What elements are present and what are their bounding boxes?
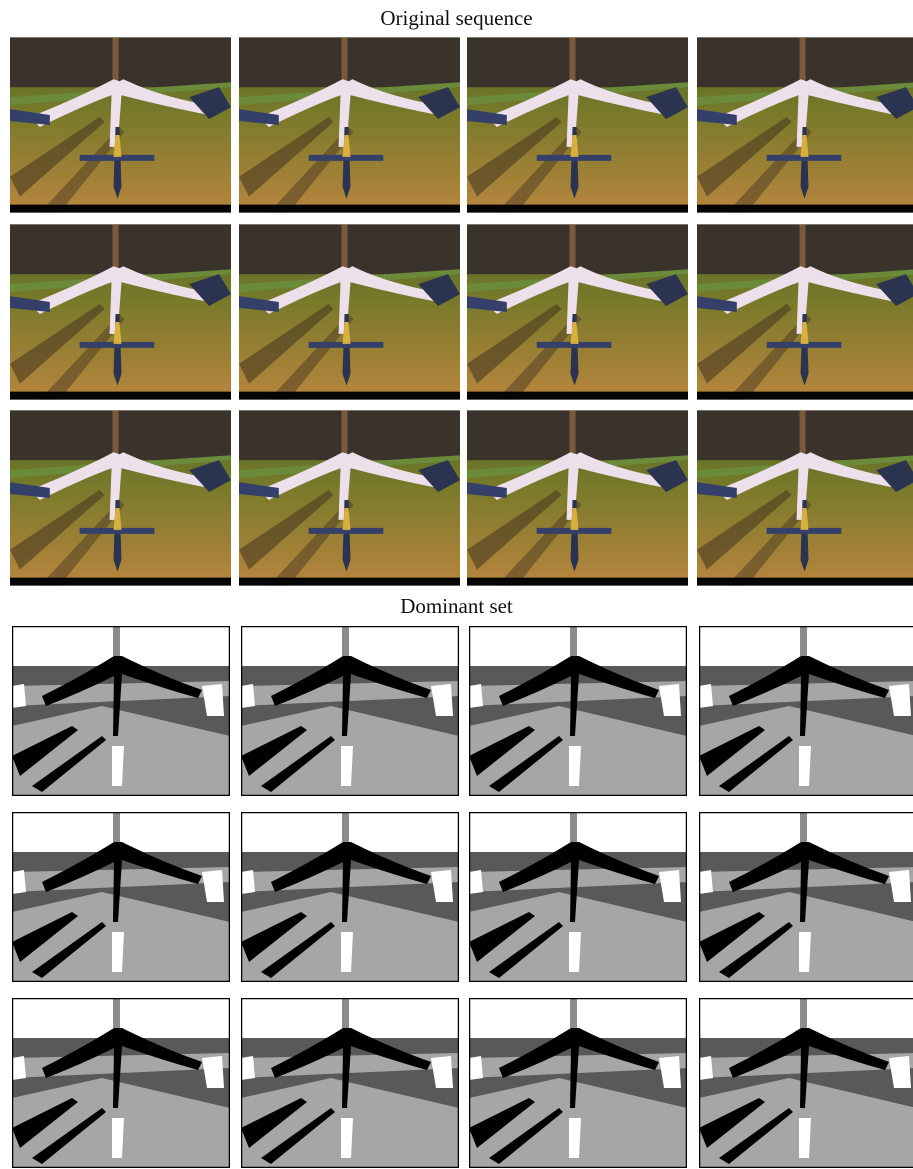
segmentation-frame [241, 812, 459, 982]
segmentation-frame [699, 812, 913, 982]
segmentation-frame [699, 998, 913, 1168]
segmentation-frame [241, 998, 459, 1168]
original-frame [467, 410, 688, 585]
segmentation-frame [12, 812, 230, 982]
original-frame [467, 37, 688, 212]
segmentation-frame [241, 626, 459, 796]
original-frame [10, 410, 231, 585]
segmentation-frame [469, 812, 687, 982]
segmentation-frame [12, 626, 230, 796]
original-frame [697, 37, 913, 212]
original-frame [239, 410, 460, 585]
figure: Original sequence Dominant set [0, 0, 913, 1169]
segmentation-frame [469, 626, 687, 796]
original-frame [697, 224, 913, 399]
segmentation-frame [12, 998, 230, 1168]
original-frame [467, 224, 688, 399]
original-frame [239, 224, 460, 399]
frames [0, 0, 913, 1169]
segmentation-frame [699, 626, 913, 796]
original-frame [697, 410, 913, 585]
original-frame [239, 37, 460, 212]
segmentation-frame [469, 998, 687, 1168]
original-frame [10, 37, 231, 212]
original-frame [10, 224, 231, 399]
